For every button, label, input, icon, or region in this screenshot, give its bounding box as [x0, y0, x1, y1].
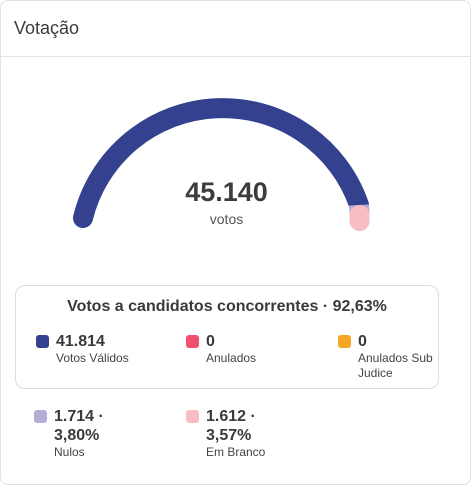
concorrentes-title: Votos a candidatos concorrentes · 92,63% [67, 298, 387, 315]
label-votos-validos: Votos Válidos [56, 351, 129, 365]
value-em-branco-line2: 3,57% [206, 427, 252, 444]
swatch-anulados [186, 335, 199, 348]
label-anulados-sub-judice-line2: Judice [358, 366, 393, 380]
value-anulados-sub-judice: 0 [358, 333, 367, 350]
value-nulos-line2: 3,80% [54, 427, 100, 444]
label-anulados: Anulados [206, 351, 257, 365]
value-nulos-line1: 1.714 · [54, 408, 104, 425]
gauge-arc-validos [73, 98, 369, 228]
label-anulados-sub-judice-line1: Anulados Sub [358, 351, 433, 365]
swatch-nulos [34, 410, 47, 423]
gauge-total: 45.140 [185, 177, 268, 207]
votes-gauge [73, 98, 370, 231]
legend-em-branco: 1.612 · 3,57% Em Branco [186, 407, 265, 460]
value-em-branco-line1: 1.612 · [206, 408, 256, 425]
value-votos-validos: 41.814 [56, 333, 105, 350]
legend-votos-validos: 41.814 Votos Válidos [36, 332, 129, 366]
value-anulados: 0 [206, 333, 215, 350]
swatch-em-branco [186, 410, 199, 423]
label-nulos: Nulos [54, 445, 85, 459]
legend-anulados-sub-judice: 0 Anulados Sub Judice [338, 332, 433, 381]
swatch-votos-validos [36, 335, 49, 348]
legend-anulados: 0 Anulados [186, 332, 256, 366]
concorrentes-box: Votos a candidatos concorrentes · 92,63%… [15, 285, 439, 389]
legend-nulos: 1.714 · 3,80% Nulos [34, 407, 104, 460]
label-em-branco: Em Branco [206, 445, 266, 459]
card-title: Votação [14, 18, 80, 38]
card-header: Votação [1, 1, 470, 57]
gauge-unit: votos [209, 211, 244, 227]
swatch-anulados-sub-judice [338, 335, 351, 348]
